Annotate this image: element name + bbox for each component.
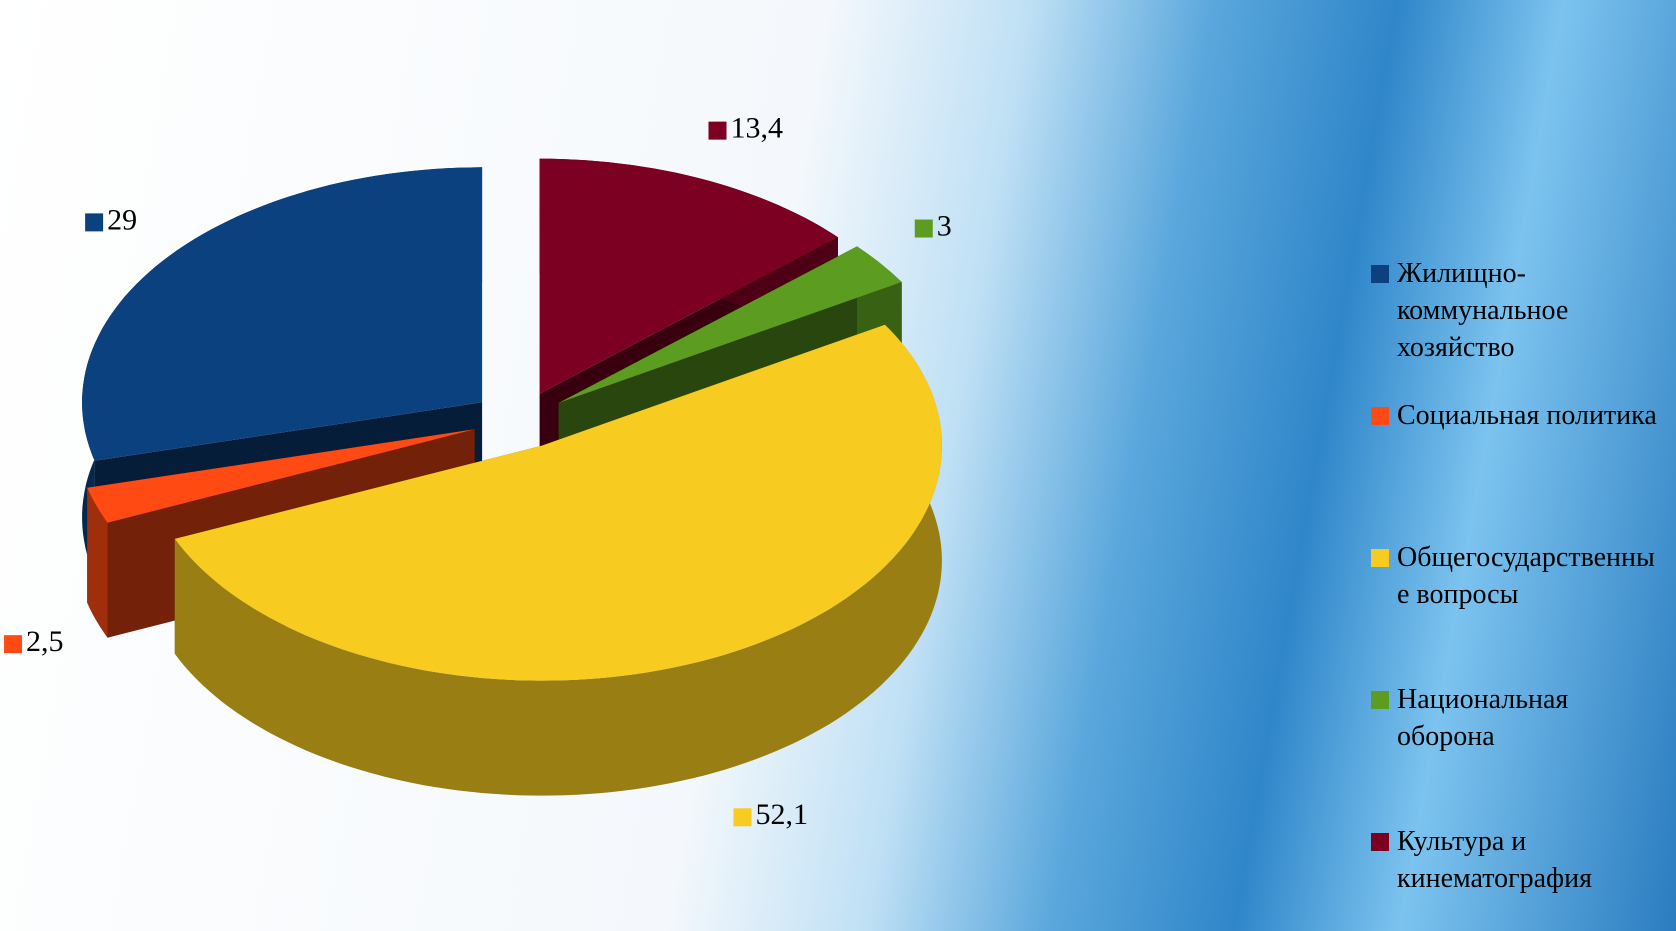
data-label: 52,1: [756, 798, 809, 831]
legend-swatch: [1371, 691, 1389, 709]
slice: [87, 429, 475, 523]
legend-label: Общегосударственные вопросы: [1397, 542, 1655, 610]
legend-item: Социальная политика: [1371, 397, 1667, 434]
legend-label: Жилищно-коммунальное хозяйство: [1397, 258, 1569, 363]
legend-swatch: [1371, 549, 1389, 567]
label-swatch: [708, 121, 727, 140]
legend-item: Общегосударственные вопросы: [1371, 539, 1667, 613]
slice: [174, 324, 942, 681]
slice: [558, 246, 902, 403]
legend-item: Жилищно-коммунальное хозяйство: [1371, 255, 1667, 366]
slice-wall: [174, 324, 942, 796]
label-swatch: [914, 219, 933, 238]
legend-swatch: [1371, 833, 1389, 851]
slice: [82, 167, 483, 461]
data-label: 3: [937, 209, 952, 242]
label-swatch: [85, 213, 104, 232]
legend-swatch: [1371, 407, 1389, 425]
data-label: 29: [107, 203, 137, 236]
data-label: 2,5: [26, 625, 64, 658]
data-label: 13,4: [730, 112, 783, 145]
legend-item: Национальная оборона: [1371, 681, 1667, 755]
legend-label: Культура и кинематография: [1397, 826, 1593, 894]
slice-wall: [87, 487, 108, 638]
slice: [174, 324, 942, 796]
legend-label: Национальная оборона: [1397, 684, 1569, 752]
slice: [539, 158, 838, 394]
legend-swatch: [1371, 265, 1389, 283]
label-swatch: [733, 808, 752, 827]
legend-item: Культура и кинематография: [1371, 823, 1667, 897]
legend-label: Социальная политика: [1397, 400, 1657, 431]
label-swatch: [4, 635, 23, 654]
